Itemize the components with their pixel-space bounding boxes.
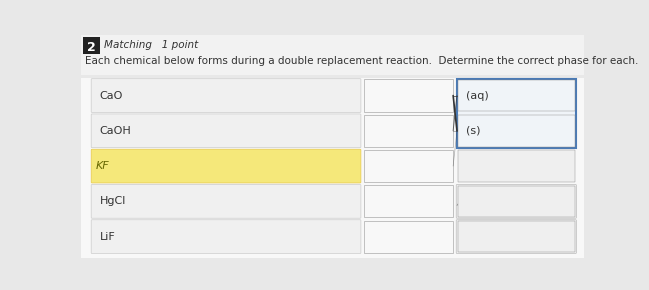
FancyBboxPatch shape xyxy=(92,220,361,253)
Text: ,: , xyxy=(456,198,458,207)
FancyBboxPatch shape xyxy=(458,80,575,111)
FancyBboxPatch shape xyxy=(364,185,453,218)
FancyBboxPatch shape xyxy=(92,79,361,113)
FancyBboxPatch shape xyxy=(364,150,453,182)
FancyBboxPatch shape xyxy=(364,115,453,147)
Text: (s): (s) xyxy=(466,126,481,136)
Bar xyxy=(81,78,584,259)
FancyBboxPatch shape xyxy=(458,221,575,252)
Text: KF: KF xyxy=(96,161,110,171)
Text: LiF: LiF xyxy=(100,232,116,242)
FancyBboxPatch shape xyxy=(92,184,361,218)
Text: CaO: CaO xyxy=(100,90,123,101)
Bar xyxy=(82,37,100,54)
FancyBboxPatch shape xyxy=(92,114,361,148)
Text: (aq): (aq) xyxy=(466,90,489,101)
FancyBboxPatch shape xyxy=(458,186,575,217)
FancyBboxPatch shape xyxy=(364,79,453,112)
FancyBboxPatch shape xyxy=(456,220,576,253)
FancyBboxPatch shape xyxy=(457,79,576,148)
FancyBboxPatch shape xyxy=(92,149,361,183)
FancyBboxPatch shape xyxy=(458,151,575,182)
Text: Each chemical below forms during a double replacement reaction.  Determine the c: Each chemical below forms during a doubl… xyxy=(85,56,639,66)
FancyBboxPatch shape xyxy=(458,115,575,146)
Text: CaOH: CaOH xyxy=(100,126,132,136)
Text: 2: 2 xyxy=(87,41,95,54)
Text: HgCl: HgCl xyxy=(100,196,126,206)
Bar xyxy=(81,35,584,75)
FancyBboxPatch shape xyxy=(456,184,576,218)
Text: Matching   1 point: Matching 1 point xyxy=(104,40,199,50)
FancyBboxPatch shape xyxy=(364,220,453,253)
